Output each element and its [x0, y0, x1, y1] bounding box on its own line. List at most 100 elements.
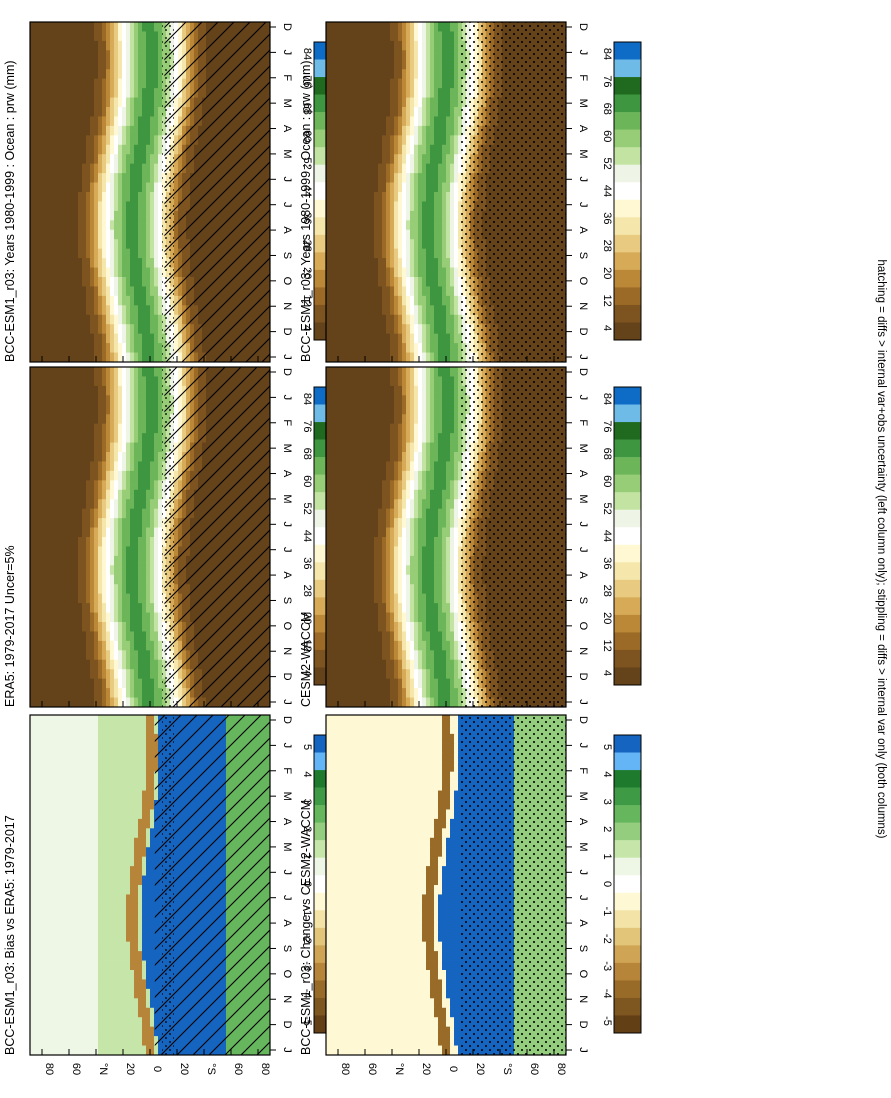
heatmap-cell [354, 59, 359, 70]
heatmap-cell [410, 192, 415, 202]
heatmap-cell [410, 107, 415, 117]
heatmap-cell [86, 433, 91, 443]
heatmap-cell [118, 239, 123, 250]
heatmap-cell [330, 135, 335, 146]
heatmap-cell [410, 59, 415, 70]
heatmap-cell [82, 40, 87, 51]
heatmap-cell [102, 414, 107, 425]
heatmap-cell [446, 78, 451, 89]
heatmap-cell [334, 305, 339, 316]
heatmap-cell [382, 154, 387, 165]
heatmap-cell [50, 239, 55, 250]
heatmap-cell [122, 267, 127, 278]
heatmap-cell [34, 352, 39, 363]
heatmap-cell [346, 220, 351, 231]
heatmap-cell [154, 267, 159, 278]
heatmap-cell [86, 239, 91, 250]
heatmap-cell [154, 135, 159, 146]
heatmap-cell [438, 286, 443, 297]
heatmap-cell [118, 295, 123, 306]
heatmap-cell [38, 78, 43, 89]
heatmap-cell [106, 192, 111, 202]
heatmap-cell [442, 343, 447, 353]
heatmap-cell [82, 367, 87, 377]
heatmap-cell [346, 40, 351, 51]
heatmap-cell [142, 352, 147, 363]
heatmap-cell [118, 305, 123, 316]
heatmap-cell [414, 248, 419, 259]
heatmap-cell [62, 88, 67, 98]
heatmap-cell [86, 144, 91, 155]
heatmap-cell [114, 248, 119, 259]
heatmap-cell [138, 97, 143, 108]
heatmap-cell [118, 423, 123, 434]
heatmap-cell [70, 220, 75, 231]
heatmap-cell [30, 423, 35, 434]
heatmap-cell [454, 333, 459, 344]
heatmap-cell [70, 22, 75, 32]
heatmap-cell [46, 286, 51, 297]
heatmap-cell [34, 154, 39, 165]
heatmap-cell [54, 442, 59, 453]
heatmap-cell [158, 220, 163, 231]
heatmap-cell [82, 352, 87, 363]
heatmap-cell [442, 88, 447, 98]
heatmap-cell [102, 182, 107, 193]
heatmap-cell [414, 59, 419, 70]
heatmap-cell [106, 267, 111, 278]
heatmap-cell [154, 239, 159, 250]
heatmap-cell [110, 343, 115, 353]
heatmap-cell [398, 277, 403, 287]
heatmap-cell [50, 305, 55, 316]
heatmap-cell [330, 239, 335, 250]
heatmap-cell [138, 314, 143, 325]
heatmap-cell [430, 135, 435, 146]
colorbar-label: 44 [601, 185, 613, 197]
heatmap-cell [158, 125, 163, 136]
heatmap-cell [66, 125, 71, 136]
heatmap-cell [134, 258, 139, 268]
heatmap-cell [398, 135, 403, 146]
heatmap-cell [74, 367, 79, 377]
heatmap-cell [34, 144, 39, 155]
heatmap-cell [126, 97, 131, 108]
heatmap-cell [110, 192, 115, 202]
heatmap-cell [74, 22, 79, 32]
heatmap-cell [410, 220, 415, 231]
heatmap-cell [38, 210, 43, 221]
heatmap-cell [66, 173, 71, 183]
heatmap-cell [106, 414, 111, 425]
heatmap-cell [382, 305, 387, 316]
colorbar-swatch [614, 199, 641, 218]
heatmap-cell [458, 88, 463, 98]
heatmap-cell [42, 442, 47, 453]
heatmap-cell [342, 333, 347, 344]
heatmap-cell [50, 107, 55, 117]
heatmap-cell [38, 40, 43, 51]
heatmap-cell [394, 352, 399, 363]
month-tick-label: A [281, 226, 293, 234]
heatmap-cell [342, 229, 347, 240]
heatmap-cell [454, 314, 459, 325]
heatmap-cell [350, 286, 355, 297]
panels-layer: 8060°N20020°S6080DJFMAMJJASONDJBCC-ESM1_… [3, 21, 642, 1075]
heatmap-cell [78, 163, 83, 174]
heatmap-cell [326, 267, 331, 278]
heatmap-cell [70, 135, 75, 146]
heatmap-cell [154, 210, 159, 221]
heatmap-cell [94, 40, 99, 51]
heatmap-cell [382, 50, 387, 61]
heatmap-cell [418, 31, 423, 42]
heatmap-cell [150, 286, 155, 297]
heatmap-cell [94, 210, 99, 221]
heatmap-cell [122, 210, 127, 221]
heatmap-cell [130, 376, 135, 387]
month-tick-label: N [577, 302, 589, 310]
month-tick-label: J [577, 177, 589, 183]
heatmap-cell [54, 31, 59, 42]
heatmap-cell [118, 163, 123, 174]
heatmap-cell [74, 50, 79, 61]
heatmap-cell [94, 433, 99, 443]
heatmap-cell [378, 107, 383, 117]
heatmap-cell [386, 173, 391, 183]
